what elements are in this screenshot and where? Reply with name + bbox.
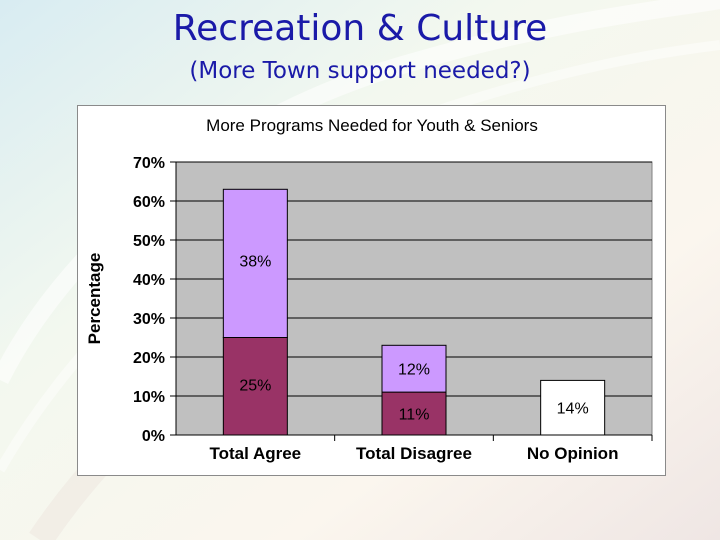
bar-segment <box>540 379 606 436</box>
y-tick-label: 10% <box>133 389 165 406</box>
y-tick-label: 60% <box>133 194 165 211</box>
slide-subtitle: (More Town support needed?) <box>189 58 531 84</box>
y-tick-label: 50% <box>133 233 165 250</box>
y-tick-label: 30% <box>133 311 165 328</box>
x-tick-label: No Opinion <box>527 444 619 463</box>
data-label: 14% <box>557 401 589 418</box>
y-tick-label: 20% <box>133 350 165 367</box>
y-tick-label: 0% <box>142 428 165 445</box>
bar-chart: More Programs Needed for Youth & Seniors… <box>85 116 653 463</box>
bar-segment <box>381 344 447 393</box>
y-axis-title: Percentage <box>85 253 104 345</box>
chart-container: More Programs Needed for Youth & Seniors… <box>77 105 666 476</box>
x-tick-label: Total Disagree <box>356 444 472 463</box>
bar-segment <box>222 188 288 338</box>
slide-title: Recreation & Culture <box>172 8 548 49</box>
data-label: 11% <box>399 407 430 424</box>
bar-segment <box>381 391 447 436</box>
y-tick-label: 40% <box>133 272 165 289</box>
x-tick-label: Total Agree <box>210 444 302 463</box>
data-label: 38% <box>239 254 271 271</box>
data-label: 12% <box>398 362 430 379</box>
chart-title: More Programs Needed for Youth & Seniors <box>206 116 538 135</box>
y-tick-label: 70% <box>133 155 165 172</box>
data-label: 25% <box>239 378 271 395</box>
